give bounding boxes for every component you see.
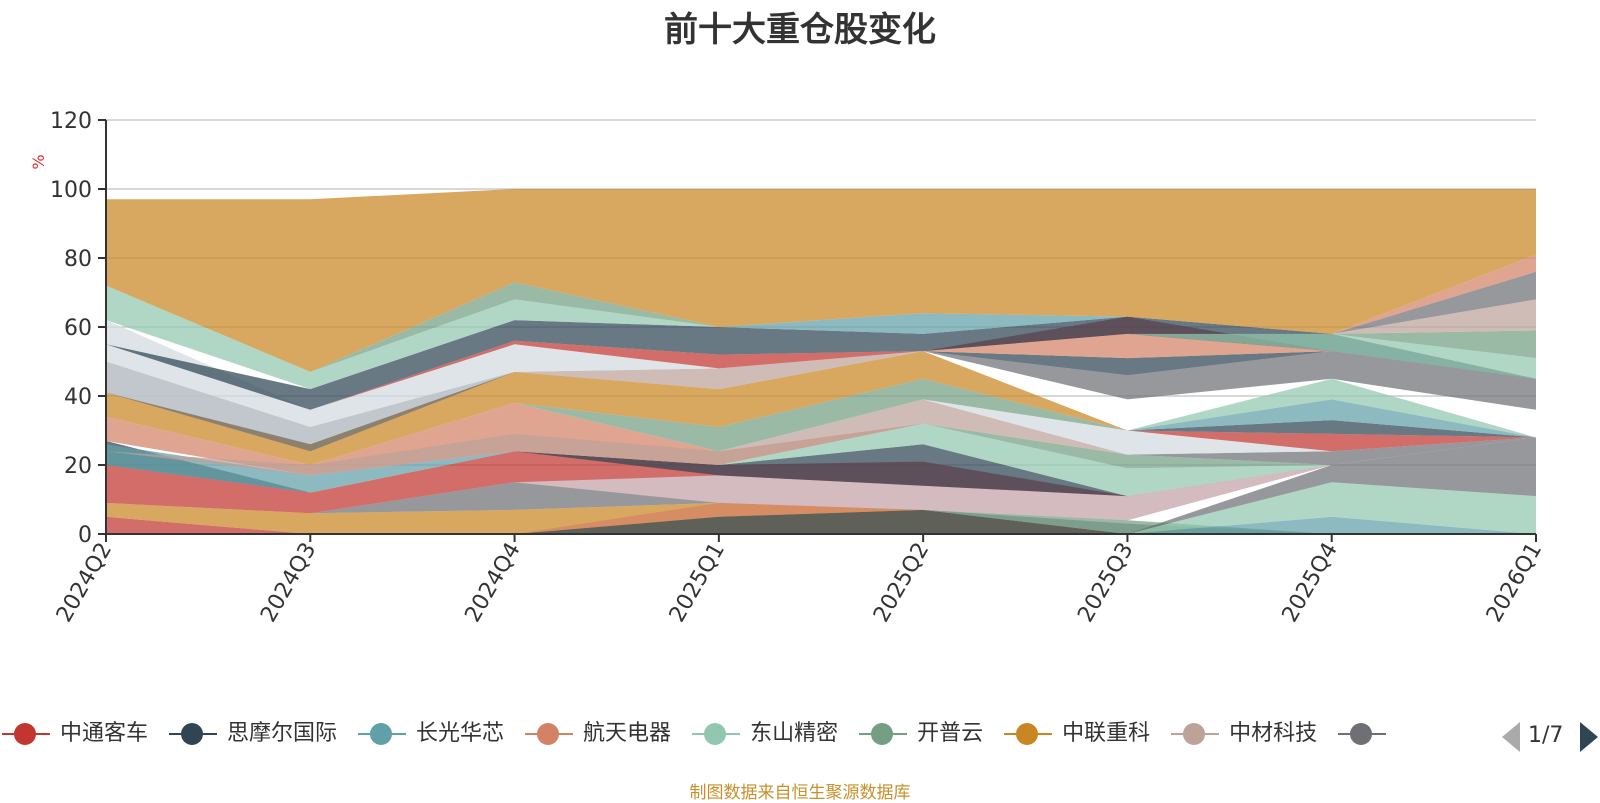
legend-marker-icon (1016, 723, 1039, 745)
legend-item[interactable]: 开普云 (857, 714, 983, 754)
y-tick-label: 0 (78, 523, 92, 548)
area-band-6 (106, 482, 1536, 534)
x-tick-label: 2024Q2 (52, 539, 117, 627)
area-band-3 (106, 482, 1536, 534)
area-band-25 (106, 351, 1536, 445)
legend-next-page-button[interactable] (1580, 722, 1598, 752)
legend-marker-icon (537, 723, 560, 745)
x-tick-label: 2025Q2 (869, 539, 934, 627)
y-tick-label: 120 (50, 109, 92, 134)
legend-item[interactable]: 中通客车 (0, 714, 148, 754)
legend-label: 长光华芯 (416, 721, 505, 746)
legend-label: 思摩尔国际 (227, 721, 338, 746)
legend-marker-icon (1183, 723, 1206, 745)
legend-item[interactable]: 思摩尔国际 (167, 714, 337, 754)
data-source-note: 制图数据来自恒生聚源数据库 (689, 783, 911, 803)
y-tick-label: 40 (64, 385, 92, 410)
y-tick-label: 100 (50, 178, 92, 203)
legend: 中通客车 思摩尔国际 长光华芯 航天电器 东山精密 开普云 中联重科 中材科技 (0, 714, 1492, 754)
legend-item[interactable] (1336, 714, 1396, 754)
legend-item[interactable]: 航天电器 (523, 714, 671, 754)
legend-item[interactable]: 东山精密 (690, 714, 838, 754)
legend-label: 东山精密 (750, 721, 839, 746)
y-tick-label: 80 (64, 247, 92, 272)
area-band-20 (106, 399, 1536, 465)
x-tick-label: 2026Q1 (1482, 539, 1547, 627)
area-band-18 (106, 399, 1536, 465)
y-axis-unit-label: % (29, 154, 48, 169)
legend-label: 中材科技 (1229, 721, 1318, 746)
area-band-5 (106, 516, 1536, 534)
x-tick-label: 2024Q4 (460, 539, 525, 627)
legend-marker-icon (14, 723, 36, 745)
area-band-13 (106, 423, 1536, 497)
area-band-2 (106, 509, 1536, 534)
area-band-34 (106, 282, 1536, 372)
y-tick-label: 20 (64, 454, 92, 479)
legend-item[interactable]: 中材科技 (1169, 714, 1317, 754)
legend-pager: 1/7 (1502, 716, 1600, 756)
legend-page-indicator: 1/7 (1528, 723, 1564, 748)
area-band-10 (106, 437, 1536, 534)
x-tick-label: 2024Q3 (256, 539, 321, 627)
area-band-7 (106, 482, 1536, 534)
legend-marker-icon (704, 723, 727, 745)
area-band-38 (106, 189, 1536, 372)
area-band-26 (106, 351, 1536, 452)
legend-label: 中联重科 (1062, 721, 1151, 746)
area-band-16 (106, 399, 1536, 476)
area-band-32 (106, 285, 1536, 390)
y-tick-label: 60 (64, 316, 92, 341)
legend-marker-icon (370, 723, 393, 745)
legend-item[interactable]: 中联重科 (1002, 714, 1150, 754)
area-band-24 (106, 351, 1536, 465)
area-band-12 (106, 437, 1536, 497)
legend-prev-page-button[interactable] (1502, 722, 1520, 752)
x-tick-label: 2025Q3 (1073, 539, 1138, 627)
area-band-0 (106, 516, 1536, 534)
area-band-31 (106, 316, 1536, 410)
legend-marker-icon (871, 723, 894, 745)
legend-item[interactable]: 长光华芯 (356, 714, 504, 754)
chart-title: 前十大重仓股变化 (664, 10, 936, 50)
x-tick-label: 2025Q1 (665, 539, 730, 627)
x-tick-label: 2025Q4 (1278, 539, 1343, 627)
area-band-11 (106, 437, 1536, 497)
legend-marker-icon (181, 723, 204, 745)
legend-marker-icon (1350, 723, 1373, 745)
area-band-23 (106, 378, 1536, 465)
legend-label: 开普云 (917, 721, 984, 746)
legend-label: 中通客车 (60, 721, 149, 746)
chart-areas (106, 189, 1536, 534)
legend-label: 航天电器 (583, 721, 672, 746)
